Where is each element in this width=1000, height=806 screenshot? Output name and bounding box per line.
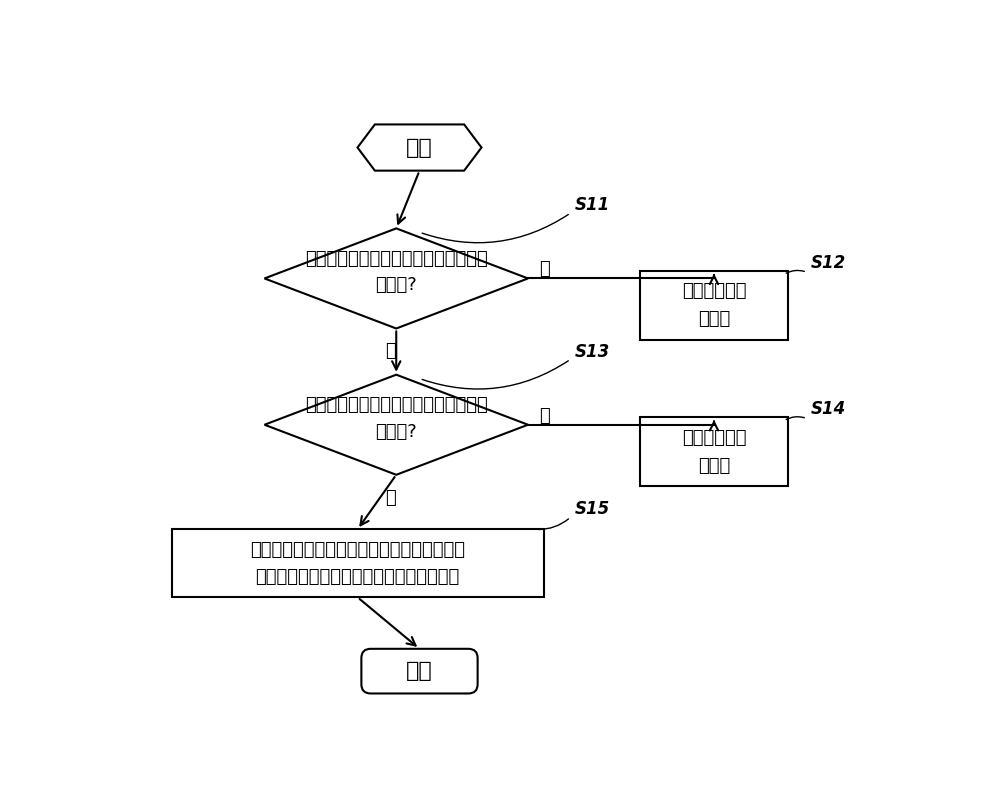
Text: 当前室内环境温度高于第二预设室内环
境温度?: 当前室内环境温度高于第二预设室内环 境温度? (305, 397, 488, 441)
Polygon shape (358, 124, 482, 171)
Text: 开始: 开始 (406, 138, 433, 157)
Text: S13: S13 (574, 343, 610, 360)
Text: 否: 否 (385, 343, 395, 360)
FancyBboxPatch shape (361, 649, 478, 693)
Polygon shape (264, 228, 528, 329)
Text: 否: 否 (385, 488, 395, 507)
Text: 关闭空调器的
电辅热: 关闭空调器的 电辅热 (682, 429, 746, 475)
Text: 当前室内环境温度小于第一预设室内环
境温度?: 当前室内环境温度小于第一预设室内环 境温度? (305, 250, 488, 294)
Text: S11: S11 (574, 197, 610, 214)
Text: S15: S15 (574, 501, 610, 518)
FancyBboxPatch shape (172, 530, 544, 597)
Text: 依据所述当前室内环境温度在预设时间段的温
升变化量开启或是关闭所述空调器的电辅热: 依据所述当前室内环境温度在预设时间段的温 升变化量开启或是关闭所述空调器的电辅热 (250, 541, 465, 585)
Text: 是: 是 (540, 260, 550, 278)
Text: 结束: 结束 (406, 661, 433, 681)
Text: 开启空调器的
电辅热: 开启空调器的 电辅热 (682, 282, 746, 328)
FancyBboxPatch shape (640, 271, 788, 340)
FancyBboxPatch shape (640, 417, 788, 486)
Text: 是: 是 (540, 406, 550, 425)
Text: S12: S12 (811, 254, 846, 272)
Polygon shape (264, 375, 528, 475)
Text: S14: S14 (811, 401, 846, 418)
